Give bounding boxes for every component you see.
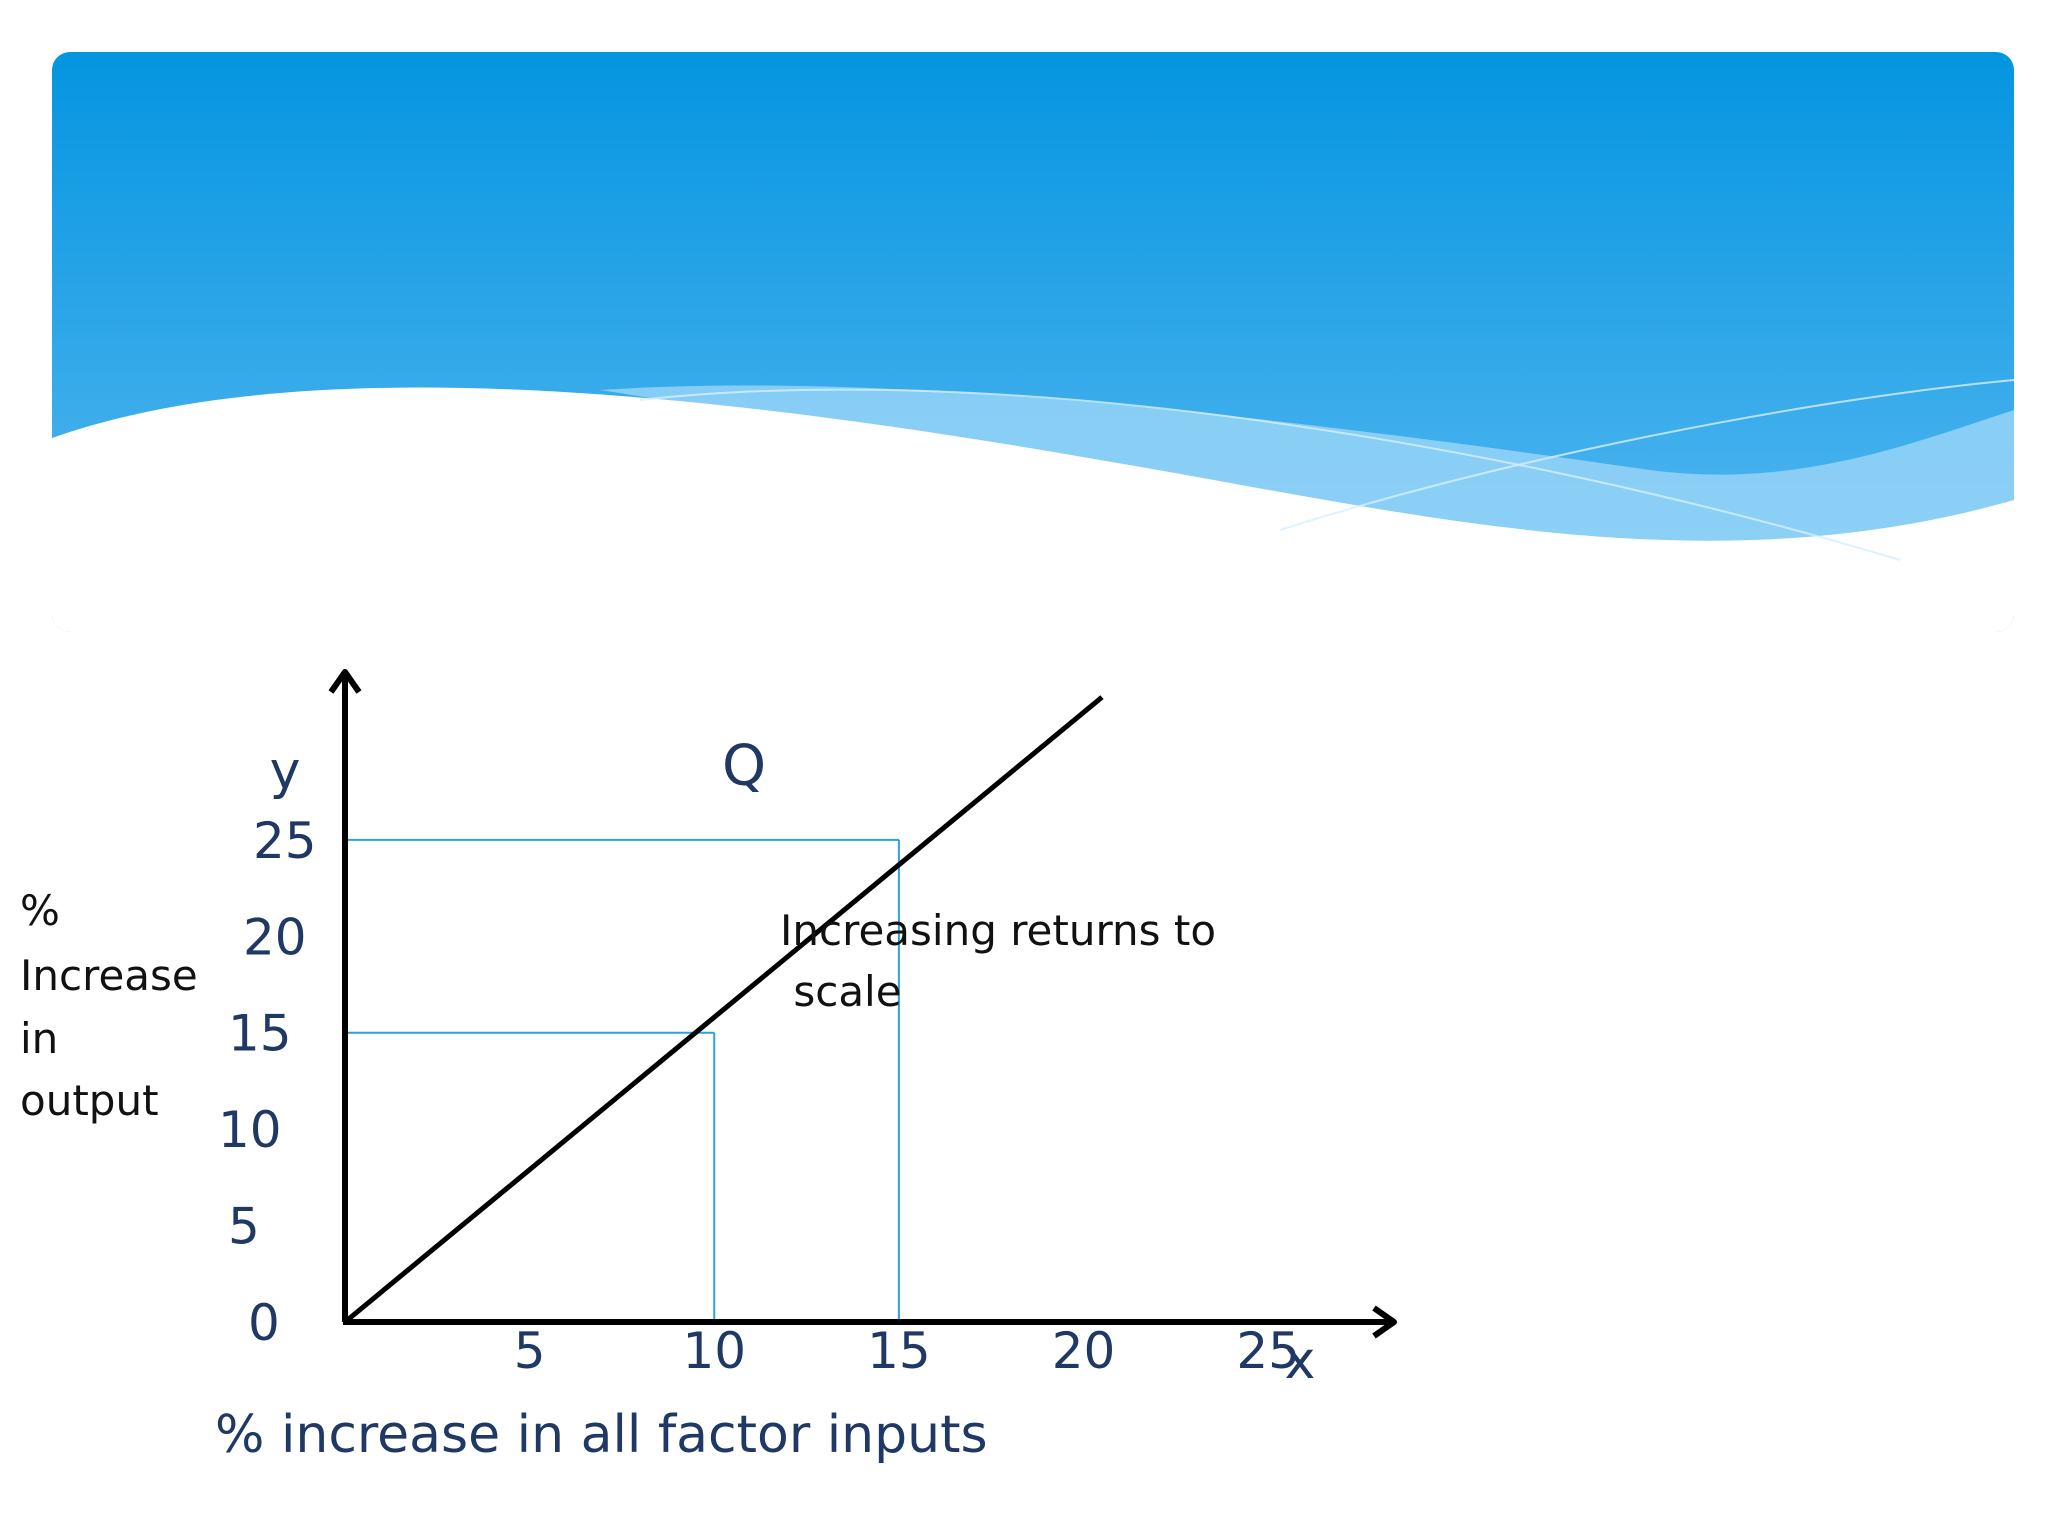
x-tick-label: 25 (1236, 1322, 1300, 1380)
annotation-line: Increasing returns to (780, 906, 1216, 955)
y-axis-label-line: output (20, 1076, 159, 1125)
x-tick-label: 10 (682, 1322, 746, 1380)
annotation-line: scale (780, 967, 902, 1016)
x-tick-labels: 5 10 15 20 25 (514, 1322, 1300, 1380)
y-tick-label: 5 (228, 1198, 260, 1256)
y-axis-label-line: Increase (20, 951, 198, 1000)
returns-to-scale-chart: % Increase in output y x 0 5 10 15 20 25 5 10 1… (20, 669, 1397, 1465)
y-axis-label-line: % (20, 886, 60, 935)
y-tick-label: 20 (243, 908, 307, 966)
chart-annotation: Increasing returns to scale (780, 906, 1229, 1016)
series-label-q: Q (722, 734, 766, 799)
y-tick-label: 25 (253, 812, 317, 870)
x-axis-letter: x (1285, 1331, 1316, 1391)
x-axis-label: % increase in all factor inputs (215, 1405, 988, 1465)
guide-lines (345, 838, 900, 1322)
y-axis-letter: y (270, 741, 301, 801)
y-axis-label-line: in (20, 1014, 58, 1063)
banner-wave-streak-1 (639, 388, 1901, 561)
header-banner (52, 52, 2014, 632)
y-tick-label: 15 (228, 1005, 292, 1063)
banner-wave-light (600, 385, 2014, 560)
y-tick-label: 0 (248, 1294, 280, 1352)
series-line-q (343, 695, 1104, 1324)
series-lines (343, 695, 1104, 1324)
banner-wave-white (52, 387, 2014, 632)
x-tick-label: 15 (867, 1322, 931, 1380)
x-tick-label: 20 (1052, 1322, 1116, 1380)
x-tick-label: 5 (514, 1322, 546, 1380)
x-axis-arrowhead (1372, 1305, 1397, 1339)
y-tick-labels: 0 5 10 15 20 25 (218, 812, 317, 1352)
y-axis-label: % Increase in output (20, 886, 211, 1125)
y-axis-arrowhead (328, 669, 362, 694)
y-tick-label: 10 (218, 1101, 282, 1159)
banner-wave-streak-2 (1279, 379, 2014, 531)
